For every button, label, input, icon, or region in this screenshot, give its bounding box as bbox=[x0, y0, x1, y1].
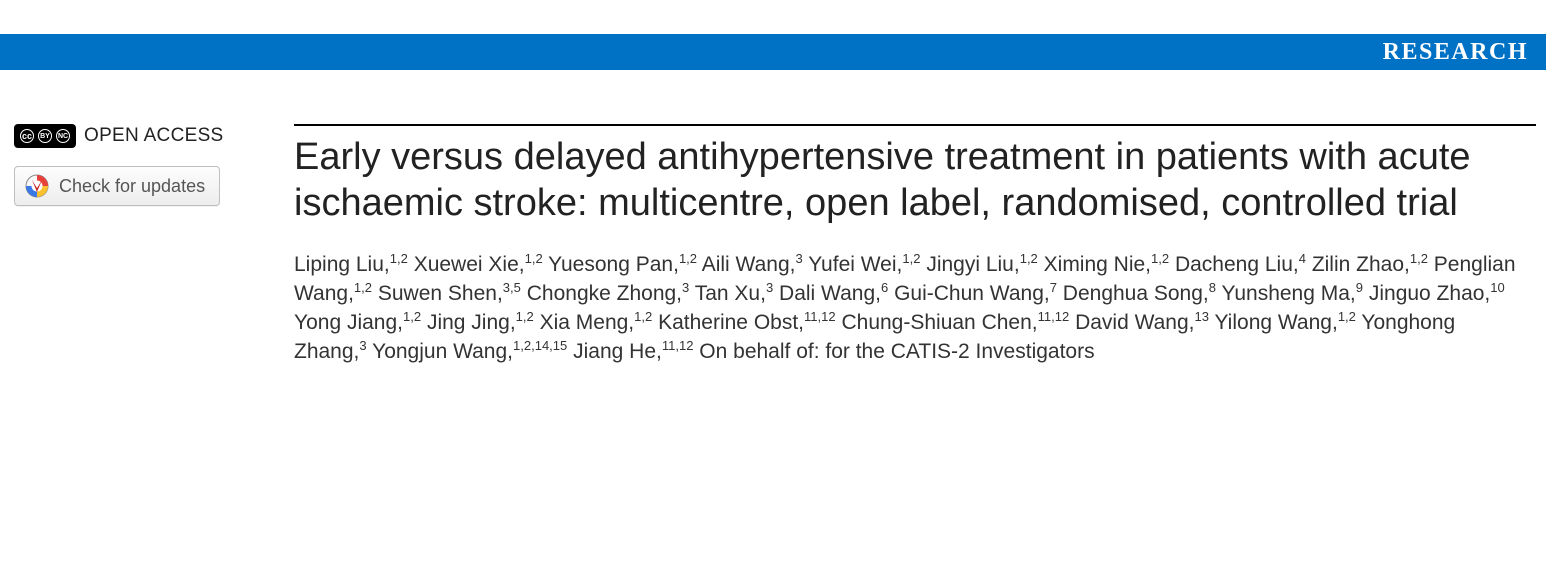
author-list: Liping Liu,1,2 Xuewei Xie,1,2 Yuesong Pa… bbox=[294, 251, 1528, 367]
article-header: Early versus delayed antihypertensive tr… bbox=[294, 124, 1536, 367]
section-label: RESEARCH bbox=[1383, 39, 1528, 66]
sidebar: cc BY NC OPEN ACCESS Check for updates bbox=[14, 124, 294, 367]
check-updates-label: Check for updates bbox=[59, 176, 205, 197]
cc-license-icon: cc BY NC bbox=[14, 124, 76, 148]
open-access-row: cc BY NC OPEN ACCESS bbox=[14, 124, 276, 148]
check-updates-button[interactable]: Check for updates bbox=[14, 166, 220, 206]
crossmark-icon bbox=[25, 174, 49, 198]
main-row: cc BY NC OPEN ACCESS Check for updates E… bbox=[0, 70, 1546, 367]
article-title: Early versus delayed antihypertensive tr… bbox=[294, 134, 1528, 227]
section-banner: RESEARCH bbox=[0, 34, 1546, 70]
open-access-label: OPEN ACCESS bbox=[84, 125, 224, 147]
